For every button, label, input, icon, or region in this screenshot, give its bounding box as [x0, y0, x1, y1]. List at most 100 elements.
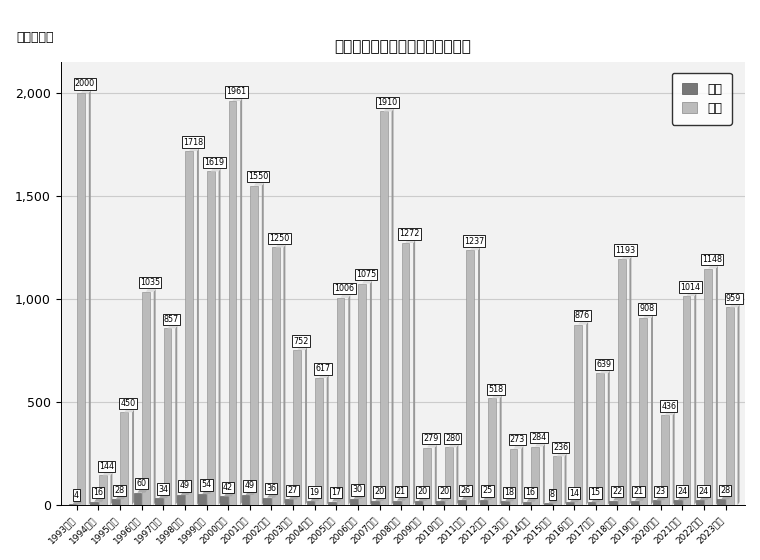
Polygon shape [348, 295, 350, 505]
Polygon shape [89, 90, 90, 505]
Bar [544, 503, 553, 505]
Polygon shape [483, 497, 493, 500]
Bar [553, 456, 561, 505]
Bar [372, 501, 379, 505]
Polygon shape [253, 492, 255, 505]
Polygon shape [197, 148, 199, 505]
Bar [120, 412, 128, 505]
Bar [90, 502, 98, 505]
Bar [436, 501, 444, 505]
Text: 1250: 1250 [269, 234, 290, 243]
Polygon shape [154, 289, 156, 505]
Text: 20: 20 [374, 487, 385, 496]
Bar [198, 494, 206, 505]
Bar [163, 329, 172, 505]
Polygon shape [737, 305, 739, 505]
Bar [674, 500, 682, 505]
Polygon shape [543, 444, 545, 505]
Polygon shape [565, 454, 566, 505]
Bar [142, 292, 150, 505]
Text: 19: 19 [309, 488, 319, 497]
Polygon shape [311, 498, 320, 501]
Polygon shape [457, 445, 458, 505]
Polygon shape [353, 496, 363, 499]
Text: 27: 27 [287, 486, 298, 495]
Polygon shape [708, 497, 709, 505]
Text: 17: 17 [331, 488, 341, 497]
Text: 1961: 1961 [226, 87, 246, 96]
Text: 34: 34 [158, 484, 168, 493]
Bar [337, 298, 344, 505]
Text: 49: 49 [245, 482, 255, 491]
Text: 1237: 1237 [464, 237, 484, 246]
Polygon shape [622, 256, 632, 259]
Polygon shape [145, 490, 147, 505]
Polygon shape [332, 498, 342, 502]
Text: 144: 144 [99, 462, 114, 471]
Text: 1272: 1272 [399, 230, 420, 239]
Polygon shape [81, 90, 90, 93]
Text: 236: 236 [553, 443, 568, 452]
Polygon shape [340, 498, 342, 505]
Bar [682, 296, 690, 505]
Bar [401, 243, 410, 505]
Bar [393, 501, 401, 505]
Polygon shape [427, 445, 437, 447]
Polygon shape [181, 492, 191, 495]
Polygon shape [138, 490, 147, 493]
Polygon shape [73, 501, 82, 504]
Text: 24: 24 [677, 487, 687, 496]
Text: 18: 18 [504, 488, 514, 497]
Polygon shape [665, 412, 675, 415]
Bar [458, 500, 466, 505]
Text: 28: 28 [115, 486, 125, 494]
Bar [306, 501, 315, 505]
Polygon shape [362, 496, 363, 505]
Polygon shape [202, 491, 212, 494]
Polygon shape [729, 496, 731, 505]
Polygon shape [673, 412, 675, 505]
Bar [480, 500, 487, 505]
Bar [358, 283, 366, 505]
Polygon shape [232, 493, 233, 505]
Text: 8: 8 [549, 490, 555, 499]
Bar [350, 499, 358, 505]
Bar [250, 186, 258, 505]
Text: 14: 14 [568, 489, 579, 498]
Text: 1193: 1193 [616, 246, 635, 255]
Polygon shape [527, 499, 537, 502]
Polygon shape [81, 501, 82, 505]
Polygon shape [556, 501, 558, 505]
Polygon shape [608, 371, 610, 505]
Bar [423, 447, 431, 505]
Text: 2000: 2000 [75, 80, 95, 88]
Text: 16: 16 [526, 488, 536, 497]
Polygon shape [327, 375, 328, 505]
Polygon shape [276, 245, 285, 248]
Polygon shape [635, 498, 644, 501]
Text: 28: 28 [720, 486, 730, 494]
Bar [661, 415, 669, 505]
Polygon shape [686, 293, 696, 296]
Polygon shape [383, 498, 385, 505]
Text: 22: 22 [612, 487, 622, 496]
Polygon shape [370, 281, 372, 505]
Bar [631, 501, 638, 505]
Polygon shape [492, 395, 502, 398]
Text: 959: 959 [726, 294, 741, 303]
Polygon shape [686, 497, 688, 505]
Polygon shape [448, 498, 450, 505]
Polygon shape [570, 500, 580, 502]
Polygon shape [224, 493, 233, 496]
Polygon shape [363, 281, 372, 283]
Bar [618, 259, 625, 505]
Polygon shape [448, 445, 458, 447]
Polygon shape [419, 498, 429, 501]
Text: 1619: 1619 [204, 158, 225, 167]
Polygon shape [159, 495, 169, 498]
Bar [610, 501, 617, 505]
Bar [596, 374, 604, 505]
Bar [587, 502, 596, 505]
Text: 617: 617 [315, 365, 331, 374]
Bar [177, 495, 185, 505]
